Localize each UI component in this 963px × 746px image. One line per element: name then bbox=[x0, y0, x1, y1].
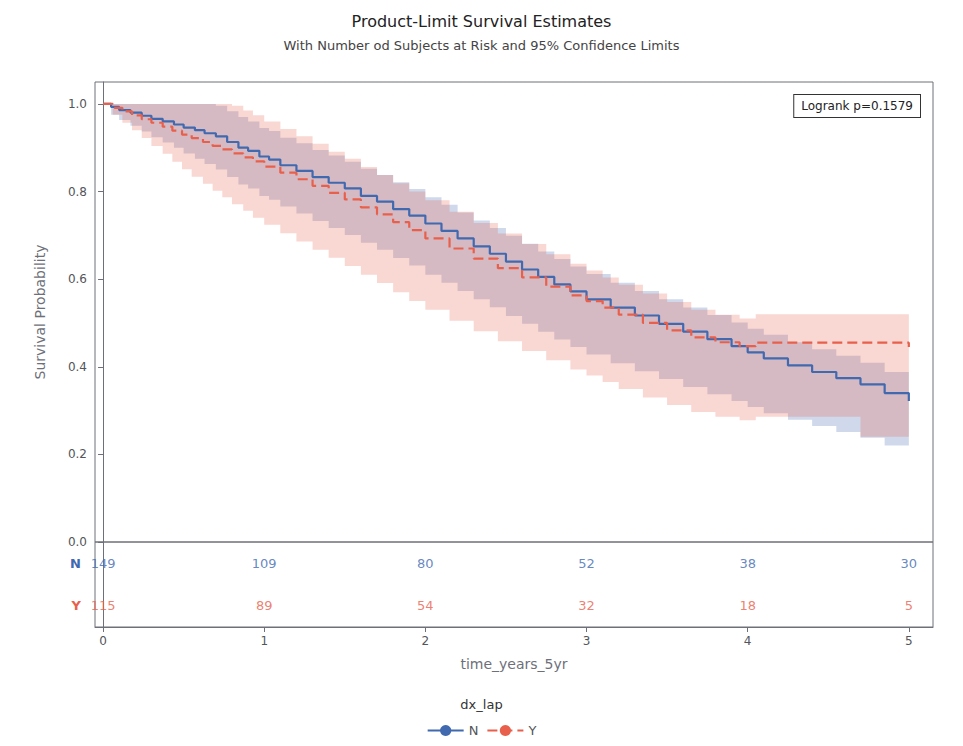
svg-text:N: N bbox=[70, 556, 81, 571]
svg-text:89: 89 bbox=[256, 598, 273, 613]
svg-text:52: 52 bbox=[578, 556, 595, 571]
svg-text:Y: Y bbox=[527, 723, 536, 738]
svg-text:With Number od Subjects at Ris: With Number od Subjects at Risk and 95% … bbox=[284, 38, 680, 53]
svg-text:80: 80 bbox=[417, 556, 434, 571]
svg-text:2: 2 bbox=[422, 634, 430, 648]
svg-text:0.0: 0.0 bbox=[68, 535, 87, 549]
svg-text:18: 18 bbox=[739, 598, 756, 613]
svg-text:0: 0 bbox=[99, 634, 107, 648]
svg-text:54: 54 bbox=[417, 598, 434, 613]
svg-text:32: 32 bbox=[578, 598, 595, 613]
svg-text:5: 5 bbox=[905, 598, 913, 613]
svg-text:149: 149 bbox=[91, 556, 116, 571]
svg-text:N: N bbox=[469, 723, 479, 738]
svg-text:0.8: 0.8 bbox=[68, 185, 87, 199]
svg-text:3: 3 bbox=[583, 634, 591, 648]
svg-text:115: 115 bbox=[91, 598, 116, 613]
svg-text:dx_lap: dx_lap bbox=[460, 697, 502, 712]
svg-text:1: 1 bbox=[260, 634, 268, 648]
svg-text:0.2: 0.2 bbox=[68, 447, 87, 461]
svg-text:Survival Probability: Survival Probability bbox=[32, 245, 48, 380]
svg-text:109: 109 bbox=[252, 556, 277, 571]
svg-text:Product-Limit Survival Estimat: Product-Limit Survival Estimates bbox=[352, 12, 612, 31]
svg-text:30: 30 bbox=[901, 556, 918, 571]
svg-text:0.4: 0.4 bbox=[68, 360, 87, 374]
svg-text:Logrank p=0.1579: Logrank p=0.1579 bbox=[801, 99, 913, 113]
svg-text:Y: Y bbox=[71, 598, 82, 613]
svg-text:1.0: 1.0 bbox=[68, 97, 87, 111]
svg-text:0.6: 0.6 bbox=[68, 272, 87, 286]
svg-text:5: 5 bbox=[905, 634, 913, 648]
svg-text:time_years_5yr: time_years_5yr bbox=[460, 656, 567, 672]
svg-text:38: 38 bbox=[739, 556, 756, 571]
svg-text:4: 4 bbox=[744, 634, 752, 648]
